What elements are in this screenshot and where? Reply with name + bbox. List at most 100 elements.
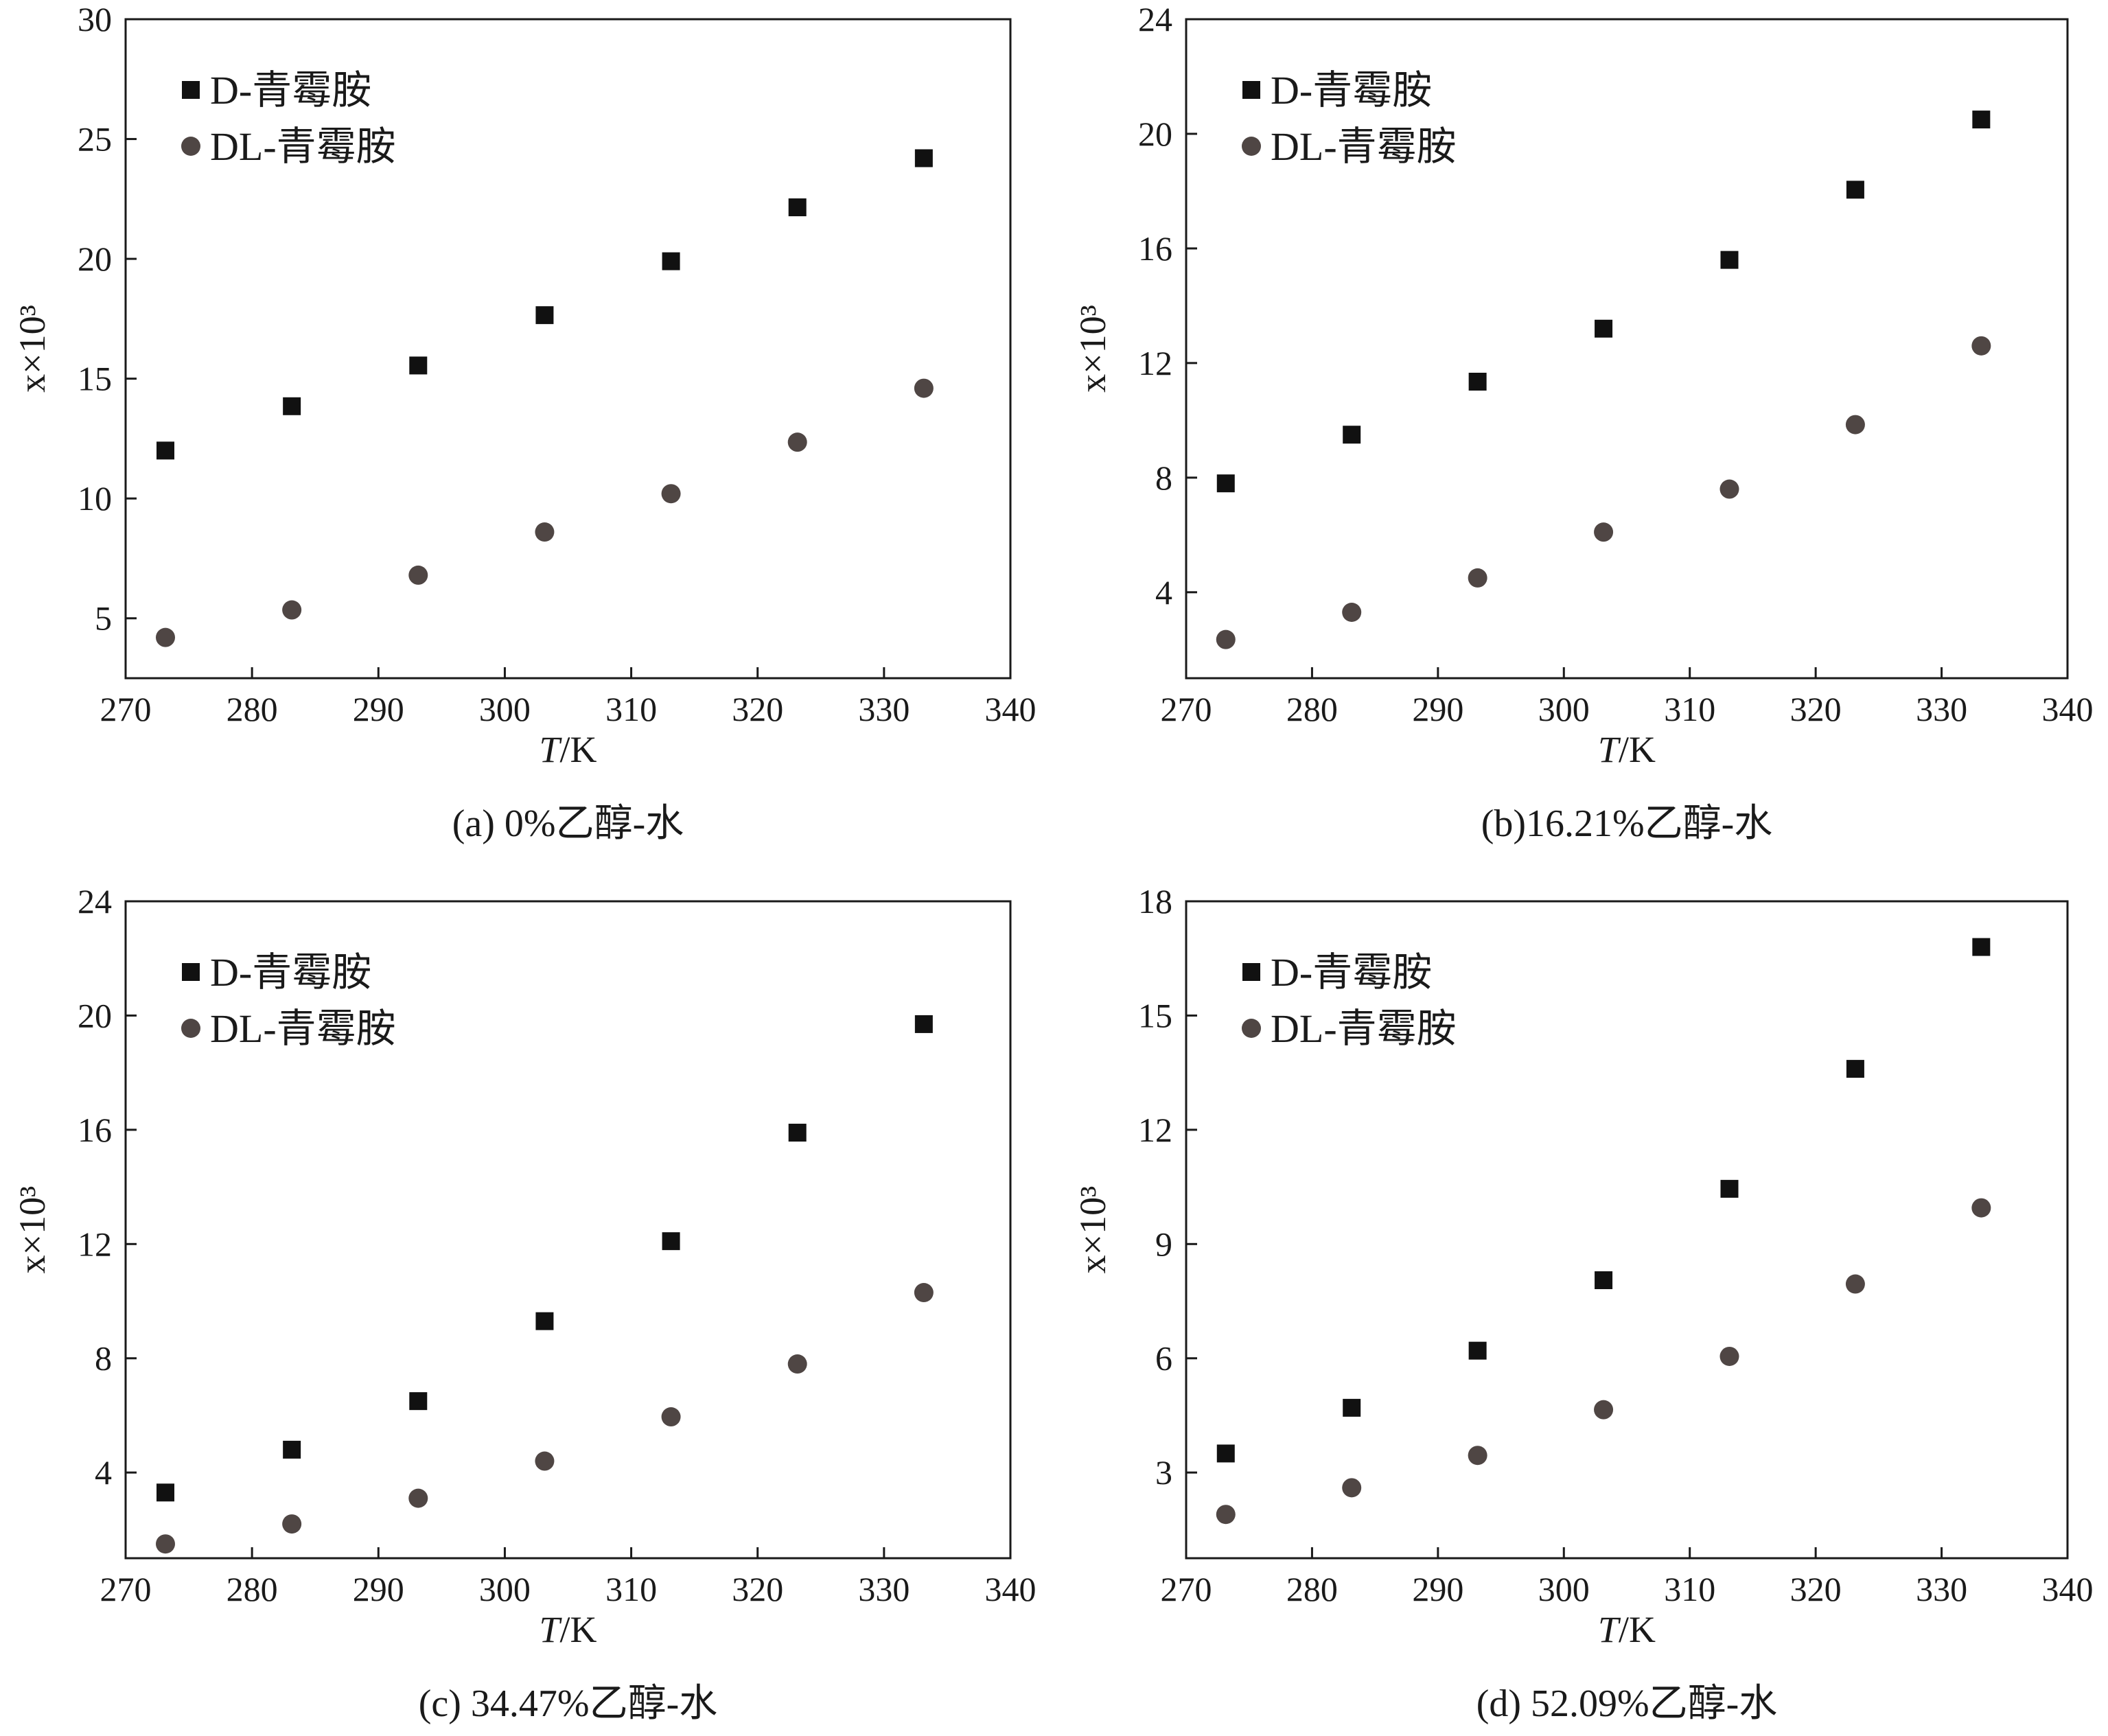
plot-frame [124,900,1012,1560]
x-tick-label: 300 [1538,1570,1590,1608]
data-point-d-penicillamine [1468,1341,1487,1360]
x-tick-label: 310 [605,1570,657,1608]
legend-marker-circle [1242,1019,1261,1038]
data-point-d-penicillamine [914,1015,933,1033]
panel-caption: (c) 34.47%乙醇-水 [419,1682,717,1725]
x-tick-label: 280 [1286,690,1338,728]
x-tick-label: 320 [732,1570,783,1608]
legend-marker-square [1242,81,1260,99]
data-point-d-penicillamine [914,149,933,167]
legend: D-青霉胺 DL-青霉胺 [181,68,396,169]
data-point-d-penicillamine [535,306,554,325]
x-tick-label: 340 [2042,690,2094,728]
data-point-dl-penicillamine [535,522,555,542]
data-point-dl-penicillamine [787,1354,807,1374]
legend-label: DL-青霉胺 [210,1006,396,1051]
data-point-dl-penicillamine [1594,522,1614,542]
y-tick-label: 15 [78,360,112,398]
x-tick-label: 300 [1538,690,1590,728]
y-tick-label: 10 [78,479,112,518]
data-point-d-penicillamine [1343,426,1361,444]
y-tick-label: 25 [78,120,112,159]
data-point-dl-penicillamine [535,1451,555,1471]
y-tick-label: 24 [1138,0,1172,38]
panel-caption: (b)16.21%乙醇-水 [1481,802,1773,845]
data-point-dl-penicillamine [661,484,681,504]
y-tick-label: 12 [1138,344,1172,382]
data-point-d-penicillamine [1846,1060,1864,1078]
x-tick-label: 280 [227,1570,278,1608]
data-point-d-penicillamine [1720,251,1739,269]
x-tick-label: 280 [227,690,278,728]
legend: D-青霉胺 DL-青霉胺 [1242,68,1457,169]
data-point-dl-penicillamine [282,1514,302,1534]
y-tick-label: 20 [78,240,112,278]
y-tick-label: 12 [1138,1111,1172,1149]
x-tick-label: 330 [1916,690,1967,728]
legend-label: DL-青霉胺 [210,124,396,169]
panel-caption: (a) 0%乙醇-水 [452,802,684,845]
data-point-d-penicillamine [1720,1179,1739,1198]
x-tick-label: 270 [100,690,152,728]
data-point-d-penicillamine [535,1312,554,1330]
y-tick-label: 30 [78,0,112,38]
y-tick-label: 4 [1155,573,1172,612]
data-point-dl-penicillamine [787,432,807,452]
data-point-dl-penicillamine [1468,1446,1487,1466]
panel-caption: (d) 52.09%乙醇-水 [1476,1682,1778,1725]
y-tick-label: 20 [1138,115,1172,153]
data-point-dl-penicillamine [1468,568,1487,588]
x-tick-label: 310 [605,690,657,728]
legend: D-青霉胺 DL-青霉胺 [181,950,396,1051]
y-axis-label: x×10³ [1072,305,1113,393]
y-tick-label: 15 [1138,996,1172,1034]
x-tick-label: 330 [858,1570,910,1608]
y-tick-label: 16 [1138,229,1172,268]
legend-marker-square [1242,963,1260,981]
data-point-d-penicillamine [662,1232,680,1251]
data-point-dl-penicillamine [408,565,428,585]
y-tick-label: 9 [1155,1225,1172,1263]
legend-label: DL-青霉胺 [1271,1006,1457,1051]
y-tick-label: 18 [1138,882,1172,921]
y-tick-label: 3 [1155,1453,1172,1492]
x-axis-label: T/K [539,1609,597,1650]
y-tick-label: 24 [78,882,112,921]
legend-label: D-青霉胺 [1271,950,1432,995]
data-point-dl-penicillamine [1342,1478,1362,1498]
data-point-dl-penicillamine [1216,629,1236,649]
legend-marker-square [182,963,200,981]
chart-panel-b: 270 280 290 300 310 320 330 340 4 8 12 16 20 24 T/K x×1… [1072,0,2094,845]
data-point-dl-penicillamine [156,627,176,647]
data-point-dl-penicillamine [1845,415,1865,435]
data-point-d-penicillamine [662,252,680,270]
y-tick-label: 8 [1155,459,1172,497]
y-tick-label: 12 [78,1225,112,1263]
x-tick-label: 310 [1664,1570,1715,1608]
x-tick-label: 340 [985,1570,1036,1608]
data-point-dl-penicillamine [1845,1274,1865,1294]
data-point-d-penicillamine [1216,474,1235,493]
x-tick-label: 320 [1790,690,1842,728]
legend-marker-square [182,81,200,99]
x-tick-label: 290 [1412,690,1463,728]
chart-panel-d: 270 280 290 300 310 320 330 340 3 6 9 12 15 18 T/K x×10… [1072,882,2094,1725]
data-point-dl-penicillamine [1971,1198,1991,1218]
data-point-d-penicillamine [1595,1271,1613,1290]
data-point-d-penicillamine [157,1483,175,1502]
y-tick-label: 8 [95,1339,112,1378]
data-point-d-penicillamine [283,1440,301,1459]
data-point-dl-penicillamine [1719,1346,1739,1366]
y-tick-label: 5 [95,599,112,638]
data-point-dl-penicillamine [282,600,302,620]
data-point-d-penicillamine [1343,1398,1361,1417]
data-point-d-penicillamine [788,1124,807,1142]
legend-label: D-青霉胺 [210,950,371,995]
y-tick-label: 6 [1155,1339,1172,1378]
data-point-dl-penicillamine [156,1534,176,1554]
x-tick-label: 330 [1916,1570,1967,1608]
chart-panel-a: 270 280 290 300 310 320 330 340 5 10 15 20 25 30 T/K x×… [12,0,1036,845]
x-tick-label: 270 [1161,1570,1212,1608]
data-point-d-penicillamine [1972,938,1991,956]
data-point-d-penicillamine [1216,1444,1235,1463]
